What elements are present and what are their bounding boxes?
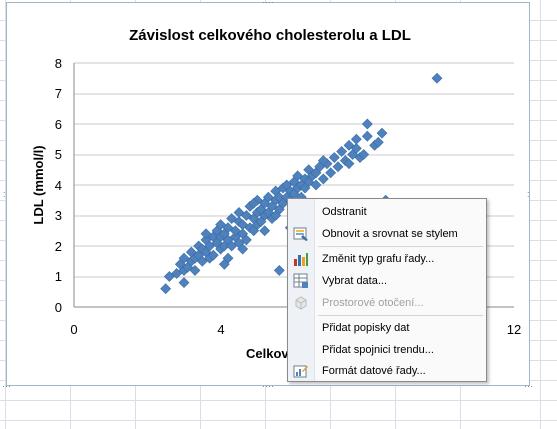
menu-item-label: Přidat popisky dat <box>322 322 410 334</box>
x-axis-ticks[interactable]: 0 4 12 <box>70 322 521 337</box>
menu-item-3d-rotation[interactable]: Prostorové otočení... <box>288 292 486 314</box>
y-tick-label: 2 <box>55 239 62 254</box>
menu-separator <box>318 315 483 316</box>
menu-item-label: Přidat spojnici trendu... <box>322 344 434 356</box>
data-point[interactable] <box>361 118 373 130</box>
data-point[interactable] <box>299 182 311 194</box>
y-tick-label: 1 <box>55 269 62 284</box>
data-point[interactable] <box>218 258 230 270</box>
y-axis-title[interactable]: LDL (mmol/l) <box>31 145 46 224</box>
resize-handle-right[interactable]: : <box>527 189 530 199</box>
data-point[interactable] <box>200 228 212 240</box>
data-point[interactable] <box>189 264 201 276</box>
data-point[interactable] <box>317 173 329 185</box>
data-point[interactable] <box>237 219 249 231</box>
data-point[interactable] <box>215 219 227 231</box>
chart-type-icon <box>294 253 308 266</box>
x-tick-label: 4 <box>217 322 224 337</box>
data-point[interactable] <box>325 167 337 179</box>
data-point[interactable] <box>336 146 348 157</box>
x-tick-label: 12 <box>507 322 521 337</box>
x-axis-title[interactable]: Celkov <box>246 346 289 361</box>
data-point[interactable] <box>328 152 340 163</box>
data-point[interactable] <box>237 243 249 255</box>
data-point[interactable] <box>240 234 252 246</box>
menu-item-reset-style[interactable]: Obnovit a srovnat se stylem <box>288 223 486 245</box>
resize-handle-bottom-left[interactable]: ··· <box>2 381 11 391</box>
resize-handle-bottom-right[interactable]: ··· <box>524 381 533 391</box>
menu-item-change-chart-type[interactable]: Změnit typ grafu řady... <box>288 248 486 270</box>
data-point[interactable] <box>350 142 362 154</box>
resize-handle-top[interactable]: ···· <box>262 0 274 7</box>
menu-item-label: Změnit typ grafu řady... <box>322 253 435 265</box>
context-menu: Odstranit Obnovit a srovnat se stylem Zm… <box>287 198 487 382</box>
y-tick-label: 7 <box>55 86 62 101</box>
menu-item-add-data-labels[interactable]: Přidat popisky dat <box>288 317 486 339</box>
x-tick-label: 0 <box>70 322 77 337</box>
y-tick-label: 6 <box>55 117 62 132</box>
data-point[interactable] <box>361 130 373 142</box>
data-point[interactable] <box>317 155 329 167</box>
y-tick-label: 8 <box>55 56 62 71</box>
menu-item-label: Formát datové řady... <box>322 365 426 377</box>
format-series-icon <box>293 365 308 378</box>
data-point[interactable] <box>160 283 172 295</box>
data-point[interactable] <box>292 170 304 182</box>
data-point[interactable] <box>376 127 388 139</box>
menu-item-add-trendline[interactable]: Přidat spojnici trendu... <box>288 339 486 361</box>
resize-handle-left[interactable]: : <box>3 189 6 199</box>
data-point[interactable] <box>226 213 238 224</box>
menu-item-format-data-series[interactable]: Formát datové řady... <box>288 360 486 382</box>
y-tick-label: 3 <box>55 208 62 223</box>
chart-title[interactable]: Závislost celkového cholesterolu a LDL <box>129 27 411 44</box>
data-point[interactable] <box>178 277 190 289</box>
data-point[interactable] <box>350 133 362 145</box>
data-point[interactable] <box>259 225 271 237</box>
y-axis-ticks[interactable]: 0 1 2 3 4 5 6 7 8 <box>55 56 62 315</box>
data-point[interactable] <box>343 158 355 170</box>
menu-item-select-data[interactable]: Vybrat data... <box>288 270 486 292</box>
data-point[interactable] <box>270 210 282 221</box>
data-point[interactable] <box>358 149 370 160</box>
y-tick-label: 4 <box>55 178 62 193</box>
data-point[interactable] <box>332 161 344 173</box>
menu-separator <box>318 246 483 247</box>
menu-item-label: Vybrat data... <box>322 275 388 287</box>
data-point[interactable] <box>431 72 443 84</box>
reset-style-icon <box>293 227 308 241</box>
select-data-icon <box>293 273 308 288</box>
data-point[interactable] <box>310 179 322 191</box>
menu-item-label: Odstranit <box>322 206 367 218</box>
menu-item-label: Obnovit a srovnat se stylem <box>322 228 458 240</box>
data-point[interactable] <box>372 136 384 148</box>
y-tick-label: 0 <box>55 300 62 315</box>
y-tick-label: 5 <box>55 147 62 162</box>
menu-item-delete[interactable]: Odstranit <box>288 201 486 223</box>
menu-item-label: Prostorové otočení... <box>322 297 424 309</box>
data-point[interactable] <box>248 197 260 209</box>
data-point[interactable] <box>207 249 219 261</box>
3d-rotation-icon <box>295 296 307 310</box>
data-point[interactable] <box>273 264 285 276</box>
resize-handle-bottom[interactable]: ···· <box>262 381 274 391</box>
